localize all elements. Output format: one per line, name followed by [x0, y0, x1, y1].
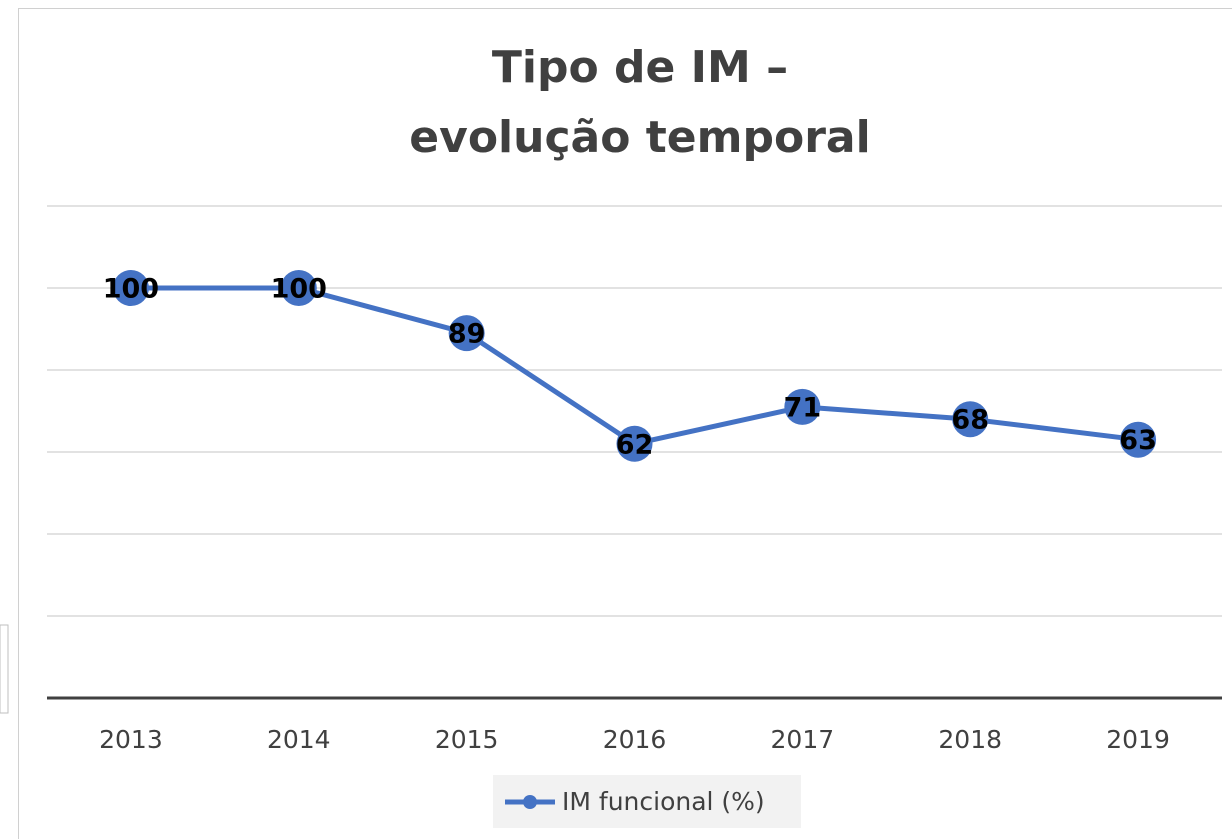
data-label: 89	[448, 319, 486, 350]
data-point	[952, 401, 989, 438]
x-tick-label: 2017	[771, 725, 835, 754]
data-label: 63	[1119, 425, 1157, 456]
data-label: 100	[271, 274, 327, 305]
data-point	[112, 270, 149, 306]
frame-fragment	[0, 624, 9, 714]
legend-label: IM funcional (%)	[562, 787, 765, 816]
data-label: 100	[103, 274, 159, 305]
data-label: 68	[951, 405, 989, 436]
x-tick-label: 2019	[1106, 725, 1170, 754]
data-point	[280, 270, 317, 306]
legend-marker	[523, 795, 537, 809]
data-point	[448, 315, 485, 352]
data-point	[1120, 421, 1157, 458]
data-point	[616, 425, 653, 462]
chart-frame	[18, 8, 1232, 839]
x-tick-label: 2013	[99, 725, 163, 754]
x-tick-label: 2015	[435, 725, 499, 754]
data-point	[784, 388, 821, 425]
x-tick-label: 2014	[267, 725, 331, 754]
x-tick-label: 2018	[938, 725, 1002, 754]
chart-title: Tipo de IM –	[492, 42, 788, 93]
chart-title: evolução temporal	[409, 112, 870, 163]
data-label: 71	[784, 392, 822, 423]
x-tick-label: 2016	[603, 725, 667, 754]
data-label: 62	[616, 429, 654, 460]
